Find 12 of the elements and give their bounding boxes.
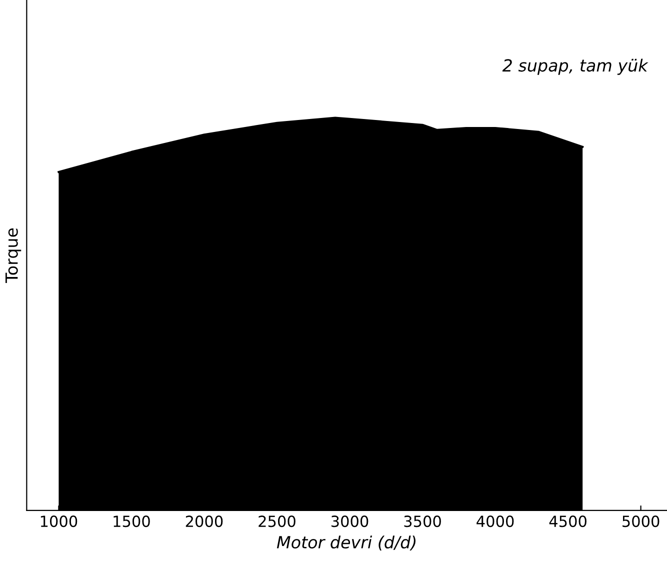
x-tick-label: 2000 [186, 516, 223, 528]
x-tick-label: 3000 [331, 516, 368, 528]
x-tick-label: 2500 [258, 516, 296, 528]
x-axis-title: Motor devri (d/d) [276, 536, 416, 550]
x-tick-label: 1500 [114, 516, 150, 528]
text: 2 supap, tam yük [502, 58, 648, 75]
x-tick-label: 3500 [404, 516, 441, 528]
x-tick-label: 1000 [40, 516, 78, 528]
x-tick-label: 4000 [476, 516, 514, 528]
x-tick-label: 5000 [622, 516, 660, 528]
x-tick-label: 4500 [549, 516, 586, 528]
y-axis-title: Torque [6, 228, 22, 284]
